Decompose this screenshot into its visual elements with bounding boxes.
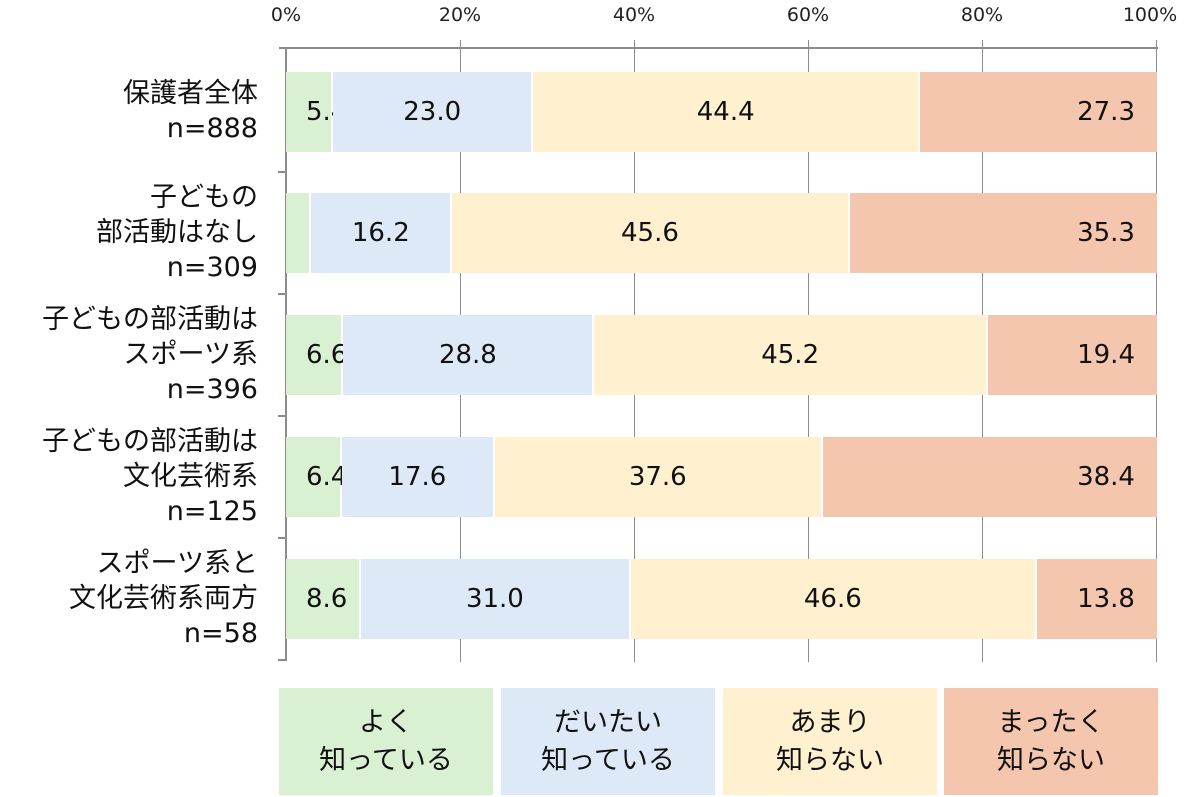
data-label: 8.6 <box>306 584 348 614</box>
y-tick <box>278 293 286 295</box>
bar-segment-mostly-know: 16.2 <box>311 193 453 273</box>
bar-segment-not-much: 45.2 <box>594 315 989 395</box>
x-tick-label: 100% <box>1122 4 1178 26</box>
bar-row: 5.4 23.0 44.4 27.3 <box>286 72 1157 152</box>
bar-segment-mostly-know: 17.6 <box>341 437 496 517</box>
data-label: 35.3 <box>1077 218 1135 248</box>
data-label: 45.6 <box>620 218 679 248</box>
x-axis-line <box>279 47 1158 49</box>
bar-row: 16.2 45.6 35.3 <box>286 193 1157 273</box>
bar-segment-not-much: 46.6 <box>630 559 1037 639</box>
x-tick-label: 20% <box>438 4 482 26</box>
data-label: 23.0 <box>403 97 462 127</box>
data-label: 13.8 <box>1077 584 1135 614</box>
bar-segment-mostly-know: 28.8 <box>343 315 595 395</box>
legend-item-mostly-know: だいたい 知っている <box>501 688 715 795</box>
x-tick-label: 80% <box>960 4 1004 26</box>
bar-segment-not-much: 37.6 <box>495 437 823 517</box>
y-tick <box>278 171 286 173</box>
y-tick <box>278 415 286 417</box>
bar-segment-mostly-know: 31.0 <box>360 559 631 639</box>
bar-segment-not-at-all: 38.4 <box>822 437 1157 517</box>
bar-segment-know-well: 6.4 <box>286 437 347 517</box>
y-tick <box>278 659 286 661</box>
bar-segment-not-at-all: 27.3 <box>920 72 1157 152</box>
bar-segment-know-well: 5.4 <box>286 72 347 152</box>
y-tick <box>278 537 286 539</box>
bar-row: 6.4 17.6 37.6 38.4 <box>286 437 1157 517</box>
category-label: 保護者全体 n=888 <box>123 78 258 144</box>
data-label: 37.6 <box>628 462 687 492</box>
bar-segment-not-much: 44.4 <box>533 72 921 152</box>
legend-item-not-much: あまり 知らない <box>723 688 937 795</box>
data-label: 38.4 <box>1077 462 1135 492</box>
x-tick-label: 60% <box>786 4 830 26</box>
bar-segment-mostly-know: 23.0 <box>333 72 534 152</box>
category-label: 子どもの部活動は 文化芸術系 n=125 <box>42 426 258 527</box>
data-label: 17.6 <box>388 462 447 492</box>
data-label: 16.2 <box>351 218 410 248</box>
category-label: 子どもの部活動は スポーツ系 n=396 <box>42 304 258 405</box>
data-label: 44.4 <box>696 97 755 127</box>
bar-segment-not-much: 45.6 <box>452 193 850 273</box>
data-label: 28.8 <box>438 340 497 370</box>
data-label: 46.6 <box>803 584 862 614</box>
bar-segment-not-at-all: 19.4 <box>988 315 1157 395</box>
data-label: 31.0 <box>465 584 524 614</box>
category-label: 子どもの 部活動はなし n=309 <box>96 182 258 283</box>
category-label: スポーツ系と 文化芸術系両方 n=58 <box>69 548 258 649</box>
bar-segment-know-well: 8.6 <box>286 559 361 639</box>
x-tick-label: 0% <box>270 4 302 26</box>
data-label: 19.4 <box>1077 340 1135 370</box>
x-tick-label: 40% <box>612 4 656 26</box>
data-label: 6.4 <box>306 462 348 492</box>
legend-item-not-at-all: まったく 知らない <box>944 688 1158 795</box>
data-label: 45.2 <box>761 340 820 370</box>
legend-item-know-well: よく 知っている <box>279 688 493 795</box>
bar-segment-not-at-all: 35.3 <box>849 193 1157 273</box>
bar-row: 8.6 31.0 46.6 13.8 <box>286 559 1157 639</box>
bar-segment-know-well <box>286 193 312 273</box>
bar-row: 6.6 28.8 45.2 19.4 <box>286 315 1157 395</box>
bar-segment-not-at-all: 13.8 <box>1036 559 1157 639</box>
bar-segment-know-well: 6.6 <box>286 315 347 395</box>
data-label: 27.3 <box>1077 97 1135 127</box>
data-label: 6.6 <box>306 340 348 370</box>
